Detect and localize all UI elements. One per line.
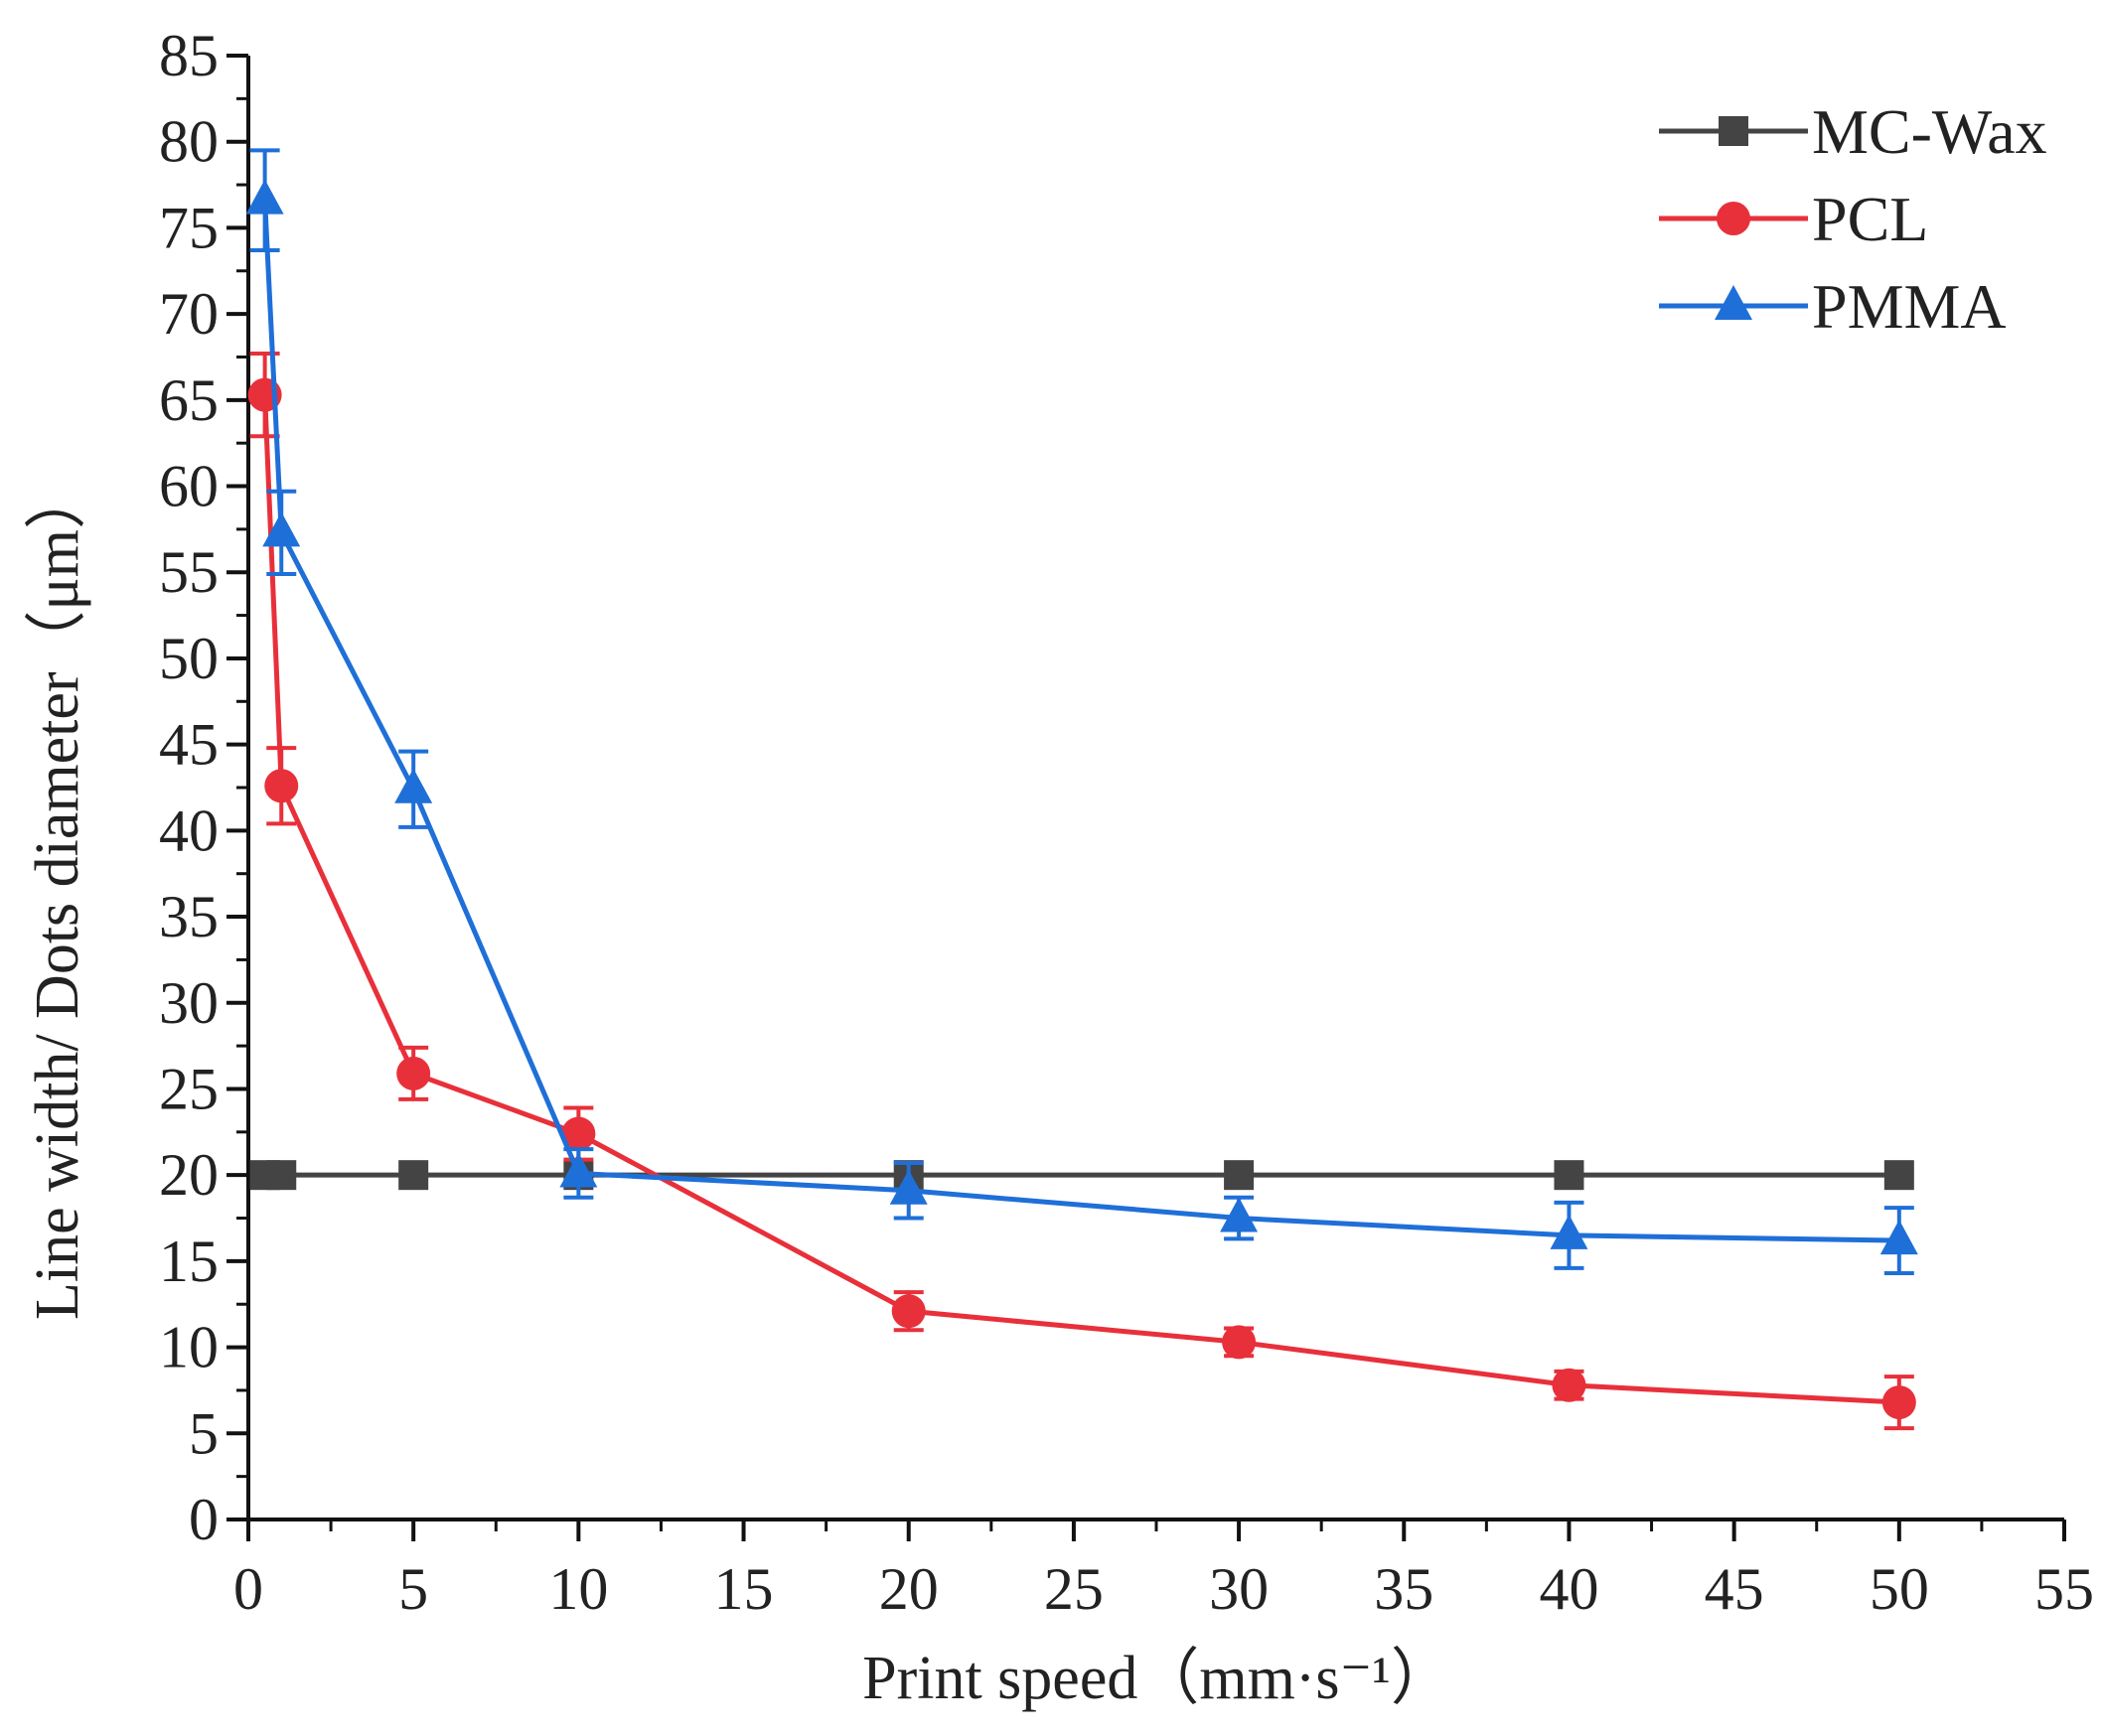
y-tick-label: 85 (159, 23, 219, 88)
axes: 0 5 10 15 20 25 30 35 40 45 50 55 0 5 10 15 20 25 30 35 40 45… (159, 23, 2094, 1622)
x-axis-title: Print speed（mm·s⁻¹） (862, 1645, 1452, 1712)
legend-label: PCL (1812, 184, 1928, 254)
series-layer (245, 148, 1918, 1431)
y-tick-label: 55 (159, 539, 219, 605)
data-point (1881, 1385, 1916, 1420)
data-point (266, 1160, 297, 1191)
x-tick-label: 20 (879, 1556, 939, 1622)
data-point (891, 1294, 926, 1329)
data-point (1550, 1214, 1588, 1249)
y-tick-label: 70 (159, 281, 219, 347)
x-tick-label: 30 (1209, 1556, 1269, 1622)
legend-marker (1717, 202, 1750, 235)
series-mc-wax (249, 1160, 1914, 1191)
legend-marker (1715, 285, 1752, 320)
legend-label: PMMA (1812, 271, 2007, 342)
y-tick-label: 45 (159, 712, 219, 778)
data-point (396, 1056, 431, 1090)
data-point (1883, 1160, 1914, 1191)
x-tick-label: 25 (1044, 1556, 1104, 1622)
data-point (889, 1169, 928, 1205)
y-tick-label: 60 (159, 454, 219, 519)
y-tick-label: 10 (159, 1315, 219, 1380)
data-point (398, 1160, 429, 1191)
y-tick-label: 75 (159, 195, 219, 260)
y-tick-label: 15 (159, 1229, 219, 1294)
legend-item: PCL (1659, 184, 1928, 254)
data-point (1222, 1325, 1257, 1360)
x-tick-label: 10 (548, 1556, 608, 1622)
y-axis-title: Line width/ Dots diameter（μm） (24, 468, 91, 1320)
data-point (262, 511, 301, 547)
y-tick-label: 0 (189, 1487, 219, 1552)
legend-label: MC-Wax (1812, 96, 2047, 167)
data-point (245, 179, 284, 215)
series-line (262, 394, 1899, 1405)
x-tick-label: 5 (398, 1556, 428, 1622)
legend-item: MC-Wax (1659, 96, 2047, 167)
data-point (1552, 1368, 1586, 1402)
y-tick-label: 80 (159, 109, 219, 175)
y-tick-label: 20 (159, 1142, 219, 1208)
y-tick-label: 25 (159, 1056, 219, 1121)
data-point (1220, 1197, 1259, 1232)
data-point (264, 769, 299, 803)
legend-item: PMMA (1659, 271, 2007, 342)
y-tick-label: 50 (159, 626, 219, 691)
data-point (1554, 1160, 1584, 1191)
x-tick-label: 50 (1870, 1556, 1929, 1622)
data-point (561, 1116, 596, 1151)
x-tick-label: 35 (1374, 1556, 1433, 1622)
data-point (559, 1152, 598, 1188)
x-tick-label: 40 (1539, 1556, 1598, 1622)
y-tick-label: 65 (159, 367, 219, 433)
x-tick-label: 55 (2034, 1556, 2094, 1622)
data-point (394, 768, 433, 803)
data-point (1224, 1160, 1255, 1191)
x-tick-label: 15 (714, 1556, 774, 1622)
series-pcl (247, 352, 1916, 1431)
legend: MC-Wax PCL PMMA (1659, 96, 2047, 342)
series-line (262, 200, 1899, 1243)
y-tick-label: 5 (189, 1400, 219, 1466)
legend-marker (1719, 116, 1748, 146)
series-pmma (245, 148, 1918, 1276)
x-tick-label: 0 (233, 1556, 263, 1622)
y-tick-label: 35 (159, 884, 219, 949)
x-tick-label: 45 (1705, 1556, 1764, 1622)
y-tick-label: 40 (159, 797, 219, 863)
data-point (1879, 1220, 1918, 1255)
y-tick-label: 30 (159, 970, 219, 1036)
